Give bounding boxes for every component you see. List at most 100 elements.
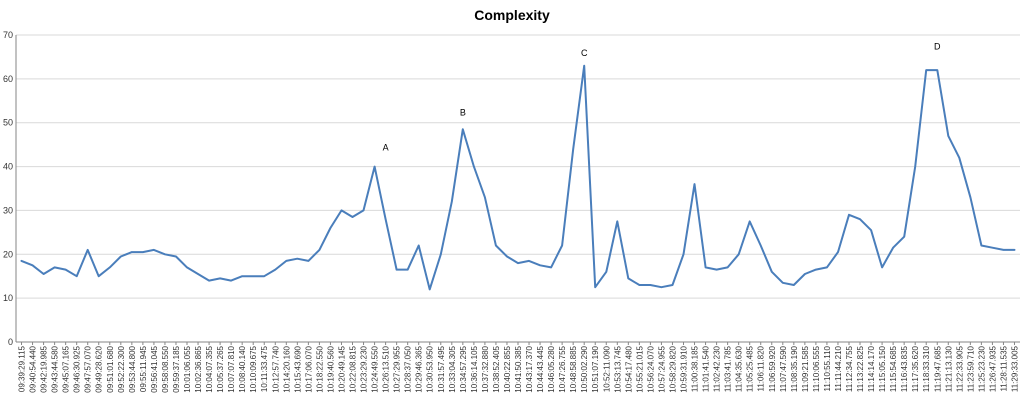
data-point [362,209,365,212]
data-point [153,249,155,251]
x-tick-label: 11:06:11.820 [757,345,766,391]
data-point [329,227,332,229]
data-point [241,275,243,277]
data-point [175,255,177,258]
data-point [42,273,45,275]
x-tick-label: 11:15:54.685 [889,345,898,392]
data-point [65,269,67,271]
x-tick-label: 10:38:52.405 [492,345,501,392]
x-tick-label: 10:22:08.815 [349,345,358,392]
x-tick-label: 10:58:29.820 [668,345,677,392]
annotation-c: C [581,48,588,58]
data-point [230,280,232,282]
data-point [274,269,276,271]
data-point [120,255,122,258]
x-tick-label: 11:04:35.630 [735,345,744,392]
data-point [980,244,982,247]
x-tick-label: 09:42:19.985 [40,345,49,392]
x-tick-label: 10:10:09.675 [249,345,258,392]
data-point [594,286,596,288]
x-tick-label: 10:33:04.305 [448,345,457,392]
x-tick-label: 10:14:20.160 [282,345,291,392]
x-tick-label: 10:48:58.885 [569,345,578,392]
data-point [451,201,453,203]
data-point [848,214,850,216]
x-tick-label: 09:40:54.440 [29,345,38,392]
x-tick-label: 09:55:11.945 [139,345,148,392]
x-tick-label: 10:07:07.810 [227,345,236,392]
x-tick-label: 09:43:44.580 [51,345,60,392]
data-point [671,284,674,286]
y-tick-label: 0 [8,337,13,347]
x-tick-label: 10:17:06.070 [304,345,313,392]
x-tick-label: 10:12:57.740 [271,345,280,392]
data-point [627,277,629,280]
x-tick-label: 11:10:55.110 [823,345,832,391]
data-point [749,220,751,222]
data-point [760,244,762,247]
y-tick-label: 50 [3,118,13,128]
data-point [947,135,949,137]
data-point [462,128,464,130]
data-point [164,253,166,255]
data-point [925,69,927,71]
data-point [396,269,398,271]
data-point [76,275,78,277]
series-complexity [20,64,1016,291]
x-tick-label: 11:09:21.585 [801,345,810,392]
data-point [771,271,773,273]
data-point [20,260,23,262]
y-tick-label: 70 [3,30,13,40]
x-tick-label: 10:55:21.015 [635,345,644,392]
data-point [373,165,376,168]
data-point [440,253,442,255]
data-point [704,266,707,269]
x-tick-label: 09:47:57.070 [84,345,93,392]
x-tick-label: 10:50:02.290 [580,345,589,392]
data-point [418,244,420,247]
gridlines [16,34,1020,299]
x-tick-label: 09:53:44.800 [128,345,137,392]
data-point [340,209,343,212]
data-point [660,286,663,288]
data-point [837,251,839,253]
data-point [517,262,519,264]
data-point [782,282,784,284]
y-axis: 0 10 20 30 40 50 60 70 [3,30,17,347]
x-tick-label: 10:19:40.560 [326,345,335,392]
x-tick-label: 11:25:23.230 [977,345,986,392]
data-point [407,269,409,271]
x-tick-label: 10:27:29.955 [393,345,402,392]
data-point [649,284,651,286]
x-tick-label: 11:12:34.755 [845,345,854,392]
x-tick-label: 11:03:41.785 [724,345,733,392]
x-tick-label: 11:06:59.920 [768,345,777,392]
x-tick-label: 10:04:07.355 [205,345,214,392]
x-tick-label: 11:08:35.190 [790,345,799,392]
data-point [219,277,221,280]
data-point [870,229,872,231]
data-point [263,275,265,277]
data-point [528,260,530,262]
x-tick-label: 10:26:13.510 [382,345,391,392]
data-point [473,165,475,168]
x-tick-label: 10:28:37.050 [404,345,413,392]
data-point [936,69,938,71]
data-point [815,269,817,271]
data-point [385,218,387,220]
data-point [793,284,795,286]
x-tick-label: 10:24:49.550 [371,345,380,392]
data-point [638,284,640,286]
x-tick-label: 10:08:40.140 [238,345,247,392]
data-point [307,260,309,262]
data-point [506,255,508,258]
data-point [550,266,552,269]
x-tick-label: 11:18:33.310 [922,345,931,392]
data-point [693,183,696,185]
x-tick-label: 09:49:28.620 [95,345,104,392]
data-point [31,264,34,266]
x-tick-label: 09:56:41.045 [150,345,159,392]
x-tick-label: 10:31:57.495 [437,345,446,392]
x-tick-label: 09:39:29.115 [18,345,27,392]
